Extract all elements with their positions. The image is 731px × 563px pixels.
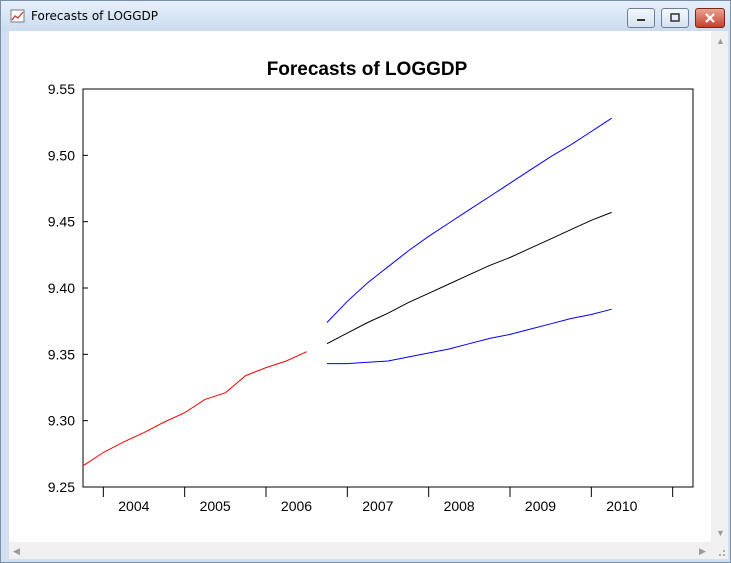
scroll-left-icon[interactable]: ◀ [13, 546, 20, 556]
window-title: Forecasts of LOGGDP [31, 9, 159, 23]
y-tick-label: 9.45 [48, 214, 75, 230]
scroll-down-icon[interactable]: ▼ [716, 528, 725, 538]
series-lines [82, 117, 612, 467]
y-axis: 9.25 9.30 9.35 9.40 9.45 9.50 9.55 [48, 81, 88, 495]
resize-grip-icon [719, 550, 725, 556]
y-tick-label: 9.40 [48, 280, 75, 296]
maximize-icon [670, 13, 680, 22]
x-tick-label: 2008 [444, 498, 475, 514]
graph-area: Forecasts of LOGGDP 9.25 9.30 9.35 9.40 9.45… [9, 31, 722, 542]
x-tick-label: 2004 [118, 498, 149, 514]
resize-grip[interactable] [711, 542, 728, 559]
scroll-up-icon[interactable]: ▲ [716, 36, 725, 46]
series-line-0 [82, 351, 307, 467]
minimize-icon [637, 19, 645, 21]
y-tick-label: 9.35 [48, 346, 75, 362]
x-axis: 2004 2005 2006 2007 2008 2009 2010 [102, 487, 674, 514]
close-button[interactable] [695, 8, 725, 28]
x-tick-label: 2007 [362, 498, 393, 514]
close-icon [705, 13, 715, 23]
x-tick-label: 2005 [200, 498, 231, 514]
scroll-right-icon[interactable]: ▶ [699, 546, 706, 556]
x-tick-label: 2006 [281, 498, 312, 514]
title-bar[interactable]: Forecasts of LOGGDP [1, 1, 730, 31]
x-tick-label: 2009 [525, 498, 556, 514]
y-tick-label: 9.30 [48, 413, 75, 429]
graph-icon [10, 9, 25, 23]
minimize-button[interactable] [627, 8, 655, 28]
vertical-scrollbar[interactable]: ▲ ▼ [711, 31, 728, 542]
forecast-chart: Forecasts of LOGGDP 9.25 9.30 9.35 9.40 9.45… [48, 59, 694, 514]
x-tick-label: 2010 [606, 498, 637, 514]
y-tick-label: 9.55 [48, 81, 75, 97]
series-line-2 [326, 117, 612, 323]
horizontal-scrollbar[interactable]: ◀ ▶ [9, 542, 711, 559]
plot-frame [82, 88, 694, 488]
chart-title: Forecasts of LOGGDP [267, 59, 468, 80]
maximize-button[interactable] [661, 8, 689, 28]
y-tick-label: 9.50 [48, 147, 75, 163]
y-tick-label: 9.25 [48, 479, 75, 495]
series-line-1 [326, 211, 612, 345]
series-line-3 [327, 308, 612, 365]
